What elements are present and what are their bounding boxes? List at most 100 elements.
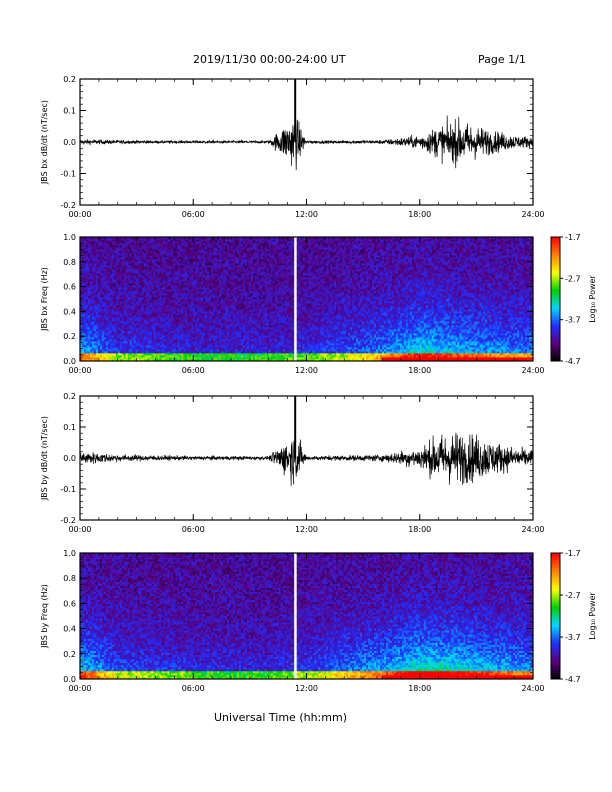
spectrogram-cell	[101, 291, 105, 294]
spectrogram-cell	[165, 281, 168, 284]
spectrogram-cell	[99, 285, 103, 288]
spectrogram-cell	[151, 353, 154, 356]
spectrogram-cell	[139, 355, 142, 358]
spectrogram-cell	[167, 327, 170, 330]
spectrogram-cell	[131, 259, 135, 262]
spectrogram-cell	[95, 355, 99, 358]
spectrogram-cell	[105, 329, 109, 332]
spectrogram-cell	[137, 287, 141, 290]
spectrogram-cell	[135, 297, 139, 300]
spectrogram-cell	[83, 321, 87, 324]
spectrogram-cell	[99, 339, 103, 342]
spectrogram-cell	[177, 245, 180, 248]
spectrogram-cell	[89, 343, 93, 346]
spectrogram-cell	[95, 245, 99, 248]
spectrogram-cell	[103, 319, 107, 322]
spectrogram-cell	[171, 317, 174, 320]
spectrogram-cell	[123, 293, 127, 296]
spectrogram-cell	[135, 317, 139, 320]
spectrogram-cell	[161, 245, 164, 248]
spectrogram-cell	[121, 323, 125, 326]
spectrogram-cell	[137, 269, 141, 272]
spectrogram-cell	[171, 353, 174, 356]
spectrogram-cell	[141, 257, 144, 260]
spectrogram-cell	[103, 289, 107, 292]
spectrogram-cell	[137, 313, 141, 316]
spectrogram-cell	[93, 333, 97, 336]
spectrogram-cell	[115, 317, 119, 320]
spectrogram-cell	[173, 261, 176, 264]
spectrogram-cell	[91, 289, 95, 292]
spectrogram-cell	[151, 249, 154, 252]
spectrogram-cell	[177, 267, 180, 270]
spectrogram-cell	[137, 335, 141, 338]
spectrogram-cell	[159, 275, 162, 278]
spectrogram-cell	[143, 353, 146, 356]
spectrogram-cell	[97, 275, 101, 278]
spectrogram-cell	[137, 261, 141, 264]
spectrogram-cell	[129, 243, 133, 246]
spectrogram-cell	[147, 253, 150, 256]
spectrogram-cell	[83, 345, 87, 348]
spectrogram-cell	[95, 255, 99, 258]
spectrogram-cell	[167, 335, 170, 338]
spectrogram-cell	[101, 335, 105, 338]
spectrogram-cell	[143, 285, 146, 288]
spectrogram-cell	[101, 281, 105, 284]
spectrogram-cell	[101, 289, 105, 292]
spectrogram-cell	[141, 291, 144, 294]
spectrogram-cell	[111, 351, 115, 354]
spectrogram-cell	[99, 259, 103, 262]
spectrogram-cell	[99, 337, 103, 340]
spectrogram-cell	[85, 271, 89, 274]
spectrogram-cell	[179, 359, 182, 362]
spectrogram-cell	[155, 299, 158, 302]
spectrogram-cell	[155, 359, 158, 362]
spectrogram-cell	[91, 353, 95, 356]
spectrogram-cell	[93, 323, 97, 326]
spectrogram-cell	[101, 287, 105, 290]
spectrogram-cell	[107, 311, 111, 314]
spectrogram-cell	[151, 339, 154, 342]
spectrogram-cell	[159, 355, 162, 358]
spectrogram-cell	[171, 241, 174, 244]
spectrogram-cell	[173, 287, 176, 290]
spectrogram-cell	[81, 247, 85, 250]
spectrogram-cell	[109, 333, 113, 336]
spectrogram-cell	[99, 311, 103, 314]
spectrogram-cell	[153, 341, 156, 344]
spectrogram-cell	[85, 279, 89, 282]
spectrogram-cell	[113, 295, 117, 298]
spectrogram-cell	[173, 331, 176, 334]
spectrogram-cell	[129, 353, 133, 356]
spectrogram-cell	[151, 341, 154, 344]
spectrogram-cell	[105, 261, 109, 264]
spectrogram-cell	[101, 245, 105, 248]
spectrogram-cell	[80, 339, 83, 342]
spectrogram-cell	[141, 333, 144, 336]
spectrogram-cell	[81, 305, 85, 308]
spectrogram-cell	[153, 261, 156, 264]
spectrogram-cell	[151, 267, 154, 270]
spectrogram-cell	[121, 315, 125, 318]
spectrogram-cell	[131, 249, 135, 252]
spectrogram-cell	[141, 277, 144, 280]
spectrogram-cell	[97, 271, 101, 274]
spectrogram-cell	[175, 345, 178, 348]
spectrogram-cell	[103, 357, 107, 360]
spectrogram-cell	[175, 357, 178, 360]
spectrogram-cell	[137, 251, 141, 254]
spectrogram-cell	[159, 259, 162, 262]
spectrogram-cell	[167, 341, 170, 344]
spectrogram-cell	[107, 343, 111, 346]
spectrogram-cell	[125, 267, 129, 270]
spectrogram-cell	[113, 299, 117, 302]
spectrogram-cell	[145, 355, 148, 358]
spectrogram-cell	[177, 249, 180, 252]
spectrogram-cell	[145, 289, 148, 292]
spectrogram-cell	[91, 301, 95, 304]
spectrogram-cell	[145, 307, 148, 310]
spectrogram-cell	[171, 311, 174, 314]
spectrogram-cell	[80, 255, 83, 258]
spectrogram-cell	[177, 315, 180, 318]
